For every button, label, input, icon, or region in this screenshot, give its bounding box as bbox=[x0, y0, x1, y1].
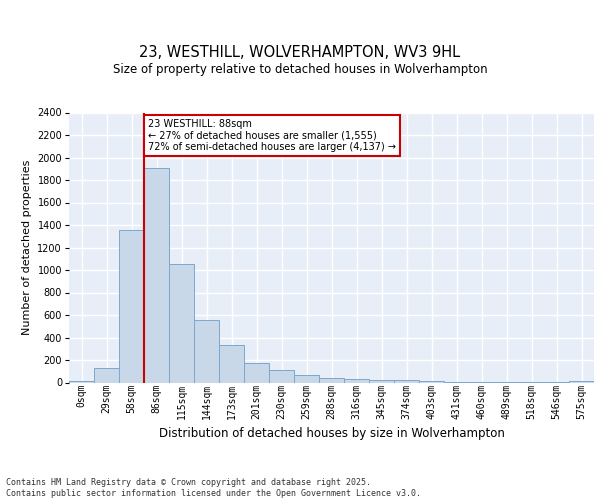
Bar bbox=[219, 345, 244, 383]
Text: Size of property relative to detached houses in Wolverhampton: Size of property relative to detached ho… bbox=[113, 62, 487, 76]
Bar bbox=[369, 380, 394, 382]
Bar bbox=[294, 375, 319, 382]
Bar bbox=[94, 368, 119, 382]
Text: 23, WESTHILL, WOLVERHAMPTON, WV3 9HL: 23, WESTHILL, WOLVERHAMPTON, WV3 9HL bbox=[139, 45, 461, 60]
Bar bbox=[144, 168, 169, 382]
Bar bbox=[319, 378, 344, 382]
Text: Contains HM Land Registry data © Crown copyright and database right 2025.
Contai: Contains HM Land Registry data © Crown c… bbox=[6, 478, 421, 498]
X-axis label: Distribution of detached houses by size in Wolverhampton: Distribution of detached houses by size … bbox=[158, 428, 505, 440]
Bar bbox=[419, 381, 444, 382]
Bar bbox=[169, 264, 194, 382]
Bar bbox=[119, 230, 144, 382]
Y-axis label: Number of detached properties: Number of detached properties bbox=[22, 160, 32, 335]
Bar bbox=[244, 364, 269, 382]
Bar bbox=[194, 320, 219, 382]
Bar bbox=[394, 380, 419, 382]
Bar bbox=[344, 379, 369, 382]
Text: 23 WESTHILL: 88sqm
← 27% of detached houses are smaller (1,555)
72% of semi-deta: 23 WESTHILL: 88sqm ← 27% of detached hou… bbox=[148, 119, 396, 152]
Bar bbox=[269, 370, 294, 382]
